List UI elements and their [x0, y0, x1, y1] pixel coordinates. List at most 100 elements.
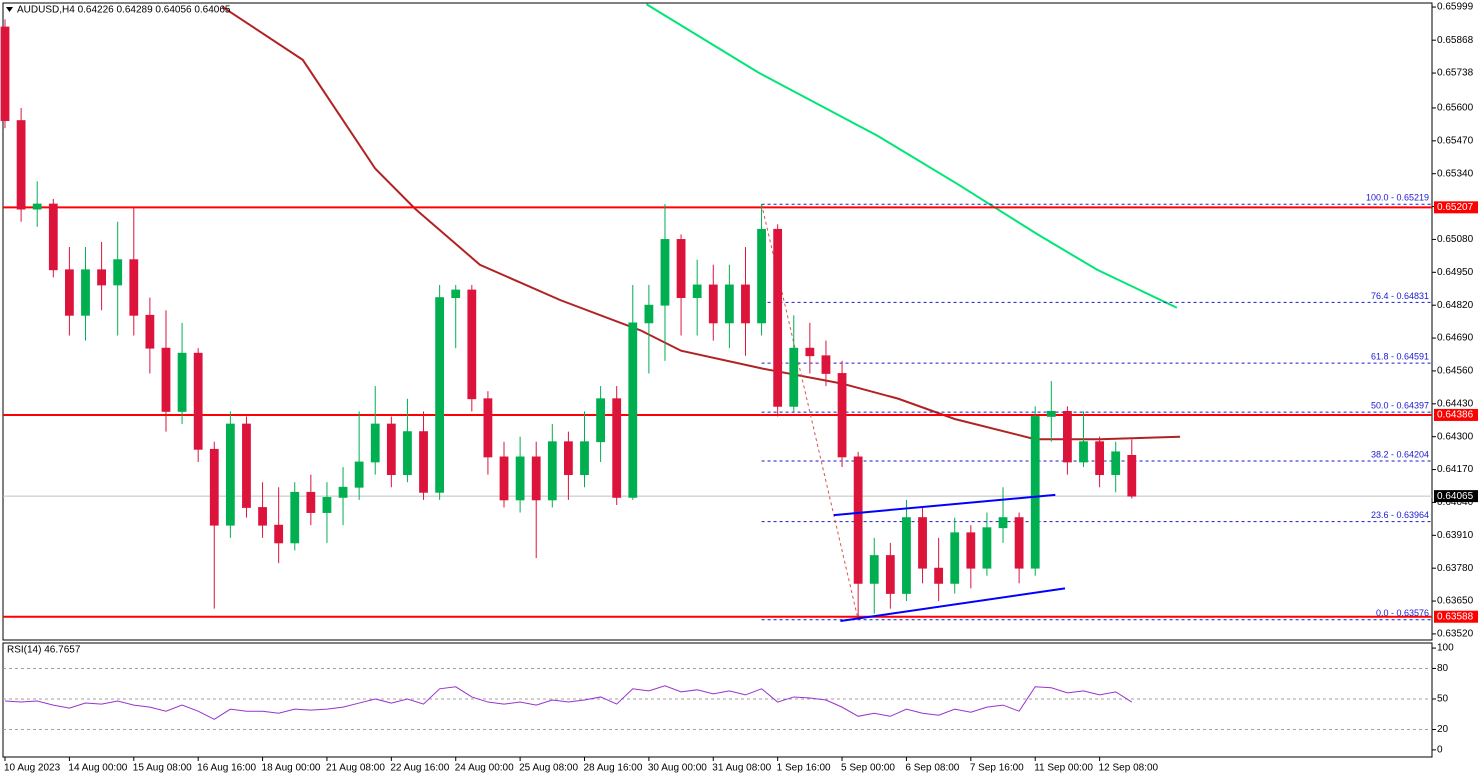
y-tick-label: 0.63910	[1437, 530, 1474, 541]
x-tick-label: 14 Aug 00:00	[68, 763, 127, 774]
candle-body	[966, 532, 976, 569]
candle-body	[242, 423, 251, 508]
y-tick-label: 0	[1437, 745, 1443, 756]
candle-body	[869, 555, 879, 584]
fibonacci-level-label: 38.2 - 0.64204	[1371, 449, 1429, 459]
candle-body	[483, 398, 493, 458]
candle-body	[902, 517, 911, 594]
rsi-panel-frame	[2, 642, 1433, 758]
candle-body	[918, 517, 927, 569]
y-tick-label: 0.65999	[1437, 2, 1474, 13]
x-tick-label: 5 Sep 00:00	[841, 763, 895, 774]
front-layer: 0.65999 0.65868 0.65738 0.65600 0.65470 0.653…	[4, 2, 1478, 774]
y-tick-label: 80	[1437, 663, 1449, 674]
x-tick-label: 16 Aug 16:00	[197, 763, 256, 774]
candle-body	[515, 456, 525, 501]
price-tag-label: 0.64065	[1437, 491, 1474, 502]
y-tick-label: 0.63650	[1437, 596, 1474, 607]
y-tick-label: 0.64950	[1437, 267, 1474, 278]
candle-body	[290, 491, 300, 544]
candle-body	[499, 456, 509, 501]
mid-layer	[0, 19, 1137, 720]
candle-body	[950, 532, 960, 584]
candle-body	[1127, 454, 1137, 497]
y-tick-label: 0.64560	[1437, 366, 1474, 377]
candle-body	[998, 517, 1008, 529]
candle-body	[789, 347, 799, 407]
candle-body	[837, 373, 847, 458]
x-tick-label: 6 Sep 08:00	[905, 763, 959, 774]
candle-body	[596, 398, 605, 443]
fibonacci-level-label: 50.0 - 0.64397	[1371, 401, 1429, 411]
y-tick-label: 0.64040	[1437, 497, 1474, 508]
candle-body	[193, 352, 203, 450]
candle-body	[580, 441, 589, 476]
y-tick-label: 50	[1437, 694, 1449, 705]
candle-body	[1095, 441, 1104, 476]
candle-body	[885, 555, 895, 594]
candle-body	[177, 352, 187, 412]
channel-trendline	[840, 587, 1066, 623]
chart-title: AUDUSD,H4 0.64226 0.64289 0.64056 0.6406…	[17, 5, 231, 16]
y-tick-label: 0.65738	[1437, 68, 1474, 79]
moving-average-line	[221, 5, 1181, 441]
y-tick-label: 0.64690	[1437, 333, 1474, 344]
x-tick-label: 7 Sep 16:00	[970, 763, 1024, 774]
x-tick-label: 15 Aug 08:00	[133, 763, 192, 774]
x-tick-label: 22 Aug 16:00	[390, 763, 449, 774]
y-tick-label: 20	[1437, 724, 1449, 735]
candle-body	[370, 423, 380, 463]
candle-body	[16, 120, 26, 210]
price-tag	[1434, 610, 1478, 623]
candle-body	[853, 456, 863, 584]
candle-body	[805, 347, 815, 357]
candle-body	[1079, 441, 1088, 463]
y-tick-label: 0.65340	[1437, 168, 1474, 179]
candle-body	[982, 527, 992, 569]
candle-body	[821, 355, 831, 374]
candle-body	[322, 496, 332, 513]
rsi-title: RSI(14) 46.7657	[7, 645, 81, 656]
candle-body	[708, 284, 718, 324]
price-tag	[1434, 408, 1478, 421]
y-tick-label: 0.65470	[1437, 135, 1474, 146]
candle-body	[451, 289, 461, 299]
candle-body	[306, 491, 316, 513]
price-tag	[1434, 490, 1478, 503]
candle-body	[644, 304, 654, 324]
price-tag-label: 0.64386	[1437, 410, 1474, 421]
symbol-menu-arrow[interactable]	[6, 7, 13, 12]
candle-body	[386, 423, 396, 476]
candle-body	[934, 567, 944, 584]
x-tick-label: 28 Aug 16:00	[583, 763, 642, 774]
y-tick-label: 100	[1437, 643, 1454, 654]
candle-body	[1046, 410, 1056, 417]
y-tick-label: 0.64820	[1437, 300, 1474, 311]
moving-average-line	[645, 3, 1178, 309]
candle-body	[741, 284, 750, 324]
x-tick-label: 25 Aug 08:00	[519, 763, 578, 774]
fibonacci-level-label: 100.0 - 0.65219	[1366, 193, 1429, 203]
fibonacci-level-label: 76.4 - 0.64831	[1371, 291, 1429, 301]
price-panel-frame	[2, 2, 1433, 641]
candle-body	[403, 431, 412, 476]
candle-body	[612, 398, 622, 498]
candle-body	[338, 486, 348, 498]
candle-body	[757, 228, 766, 324]
candle-body	[467, 289, 477, 400]
candle-body	[225, 423, 235, 526]
price-tag-label: 0.65207	[1437, 202, 1474, 213]
candle-body	[64, 269, 74, 316]
rsi-line	[4, 685, 1133, 720]
back-layer	[3, 3, 1432, 731]
candle-body	[113, 259, 123, 286]
candle-body	[258, 507, 267, 526]
x-tick-label: 1 Sep 16:00	[777, 763, 831, 774]
candle-body	[773, 228, 783, 407]
x-tick-label: 10 Aug 2023	[4, 763, 61, 774]
y-tick-label: 0.64170	[1437, 464, 1474, 475]
y-tick-label: 0.65868	[1437, 35, 1474, 46]
